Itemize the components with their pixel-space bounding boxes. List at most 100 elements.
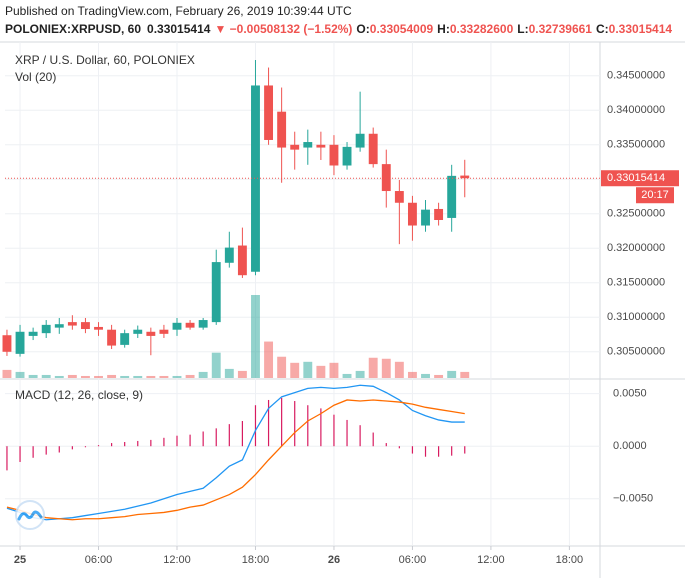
volume-bar [434,374,444,378]
x-tick-label: 25 [14,554,26,566]
volume-bar [54,375,64,378]
x-tick-label: 06:00 [399,554,427,566]
volume-bar [15,371,25,378]
volume-bar [41,374,51,378]
candle-body [355,133,365,148]
candle-body [211,262,221,323]
candle-body [368,133,378,165]
y-tick-label: −0.0050 [613,493,653,505]
signal-line [6,399,465,521]
volume-legend: Vol (20) [15,70,56,84]
volume-bar [303,361,313,378]
candle-body [303,142,313,148]
volume-bar [28,374,38,378]
candle-body [381,164,391,192]
volume-bar [94,375,103,378]
x-tick-label: 18:00 [242,554,270,566]
quote-field-label: H: [437,22,450,36]
candle-body [185,322,195,328]
candle-body [290,144,300,150]
volume-bar [80,375,90,378]
candle-body [28,331,38,336]
y-tick-label: 0.31500000 [607,277,665,289]
candle-body [41,324,51,334]
volume-bar [107,374,117,378]
quote-symbol: POLONIEX:XRPUSD, 60 [5,22,141,36]
x-tick-label: 12:00 [477,554,505,566]
volume-bar [381,358,391,378]
y-tick-label: 0.32500000 [607,208,665,220]
y-tick-label: 0.0000 [613,440,647,452]
y-tick-label: 0.30500000 [607,346,665,358]
volume-bar [251,295,260,378]
y-tick-label: 0.0050 [613,388,647,400]
volume-bar [421,373,430,378]
quote-field-value: 0.33282600 [450,22,514,36]
volume-bar [342,373,352,378]
candle-body [133,329,143,334]
candle-body [198,320,208,328]
volume-bar [329,362,339,378]
x-tick-label: 18:00 [556,554,584,566]
x-tick-label: 06:00 [85,554,113,566]
publish-note: Published on TradingView.com, February 2… [5,4,352,18]
volume-bar [172,375,182,378]
last-price-box [601,170,679,187]
watermark-logo [15,500,45,530]
macd-legend: MACD (12, 26, close, 9) [15,388,143,402]
volume-bar [355,370,365,378]
candle-body [120,333,130,345]
volume-bar [277,356,287,378]
y-tick-label: 0.33500000 [607,139,665,151]
candle-body [159,329,169,334]
candle-body [460,175,470,179]
candle-body [277,111,287,148]
quote-field-label: C: [596,22,609,36]
candle-body [329,144,339,166]
volume-bar [447,370,457,378]
candle-body [251,85,260,272]
candle-body [107,329,117,346]
candle-body [421,209,430,226]
quote-field-label: O: [356,22,369,36]
y-tick-label: 0.31000000 [607,311,665,323]
volume-bar [198,371,208,378]
quote-field-value: 0.33054009 [370,22,434,36]
candle-body [434,208,444,221]
quote-field-label: L: [517,22,528,36]
candle-body [394,191,404,203]
volume-bar [407,371,417,378]
candle-body [447,175,457,218]
candle-body [2,335,12,352]
volume-bar [316,365,326,378]
symbol-legend: XRP / U.S. Dollar, 60, POLONIEX [15,53,195,67]
candle-body [54,324,64,328]
volume-bar [237,370,247,378]
candle-body [342,146,352,166]
y-tick-label: 0.32000000 [607,242,665,254]
plot [2,59,600,521]
volume-bar [120,375,130,378]
candle-body [224,247,234,263]
quote-line: POLONIEX:XRPUSD, 60 0.33015414 ▼ −0.005081… [5,22,672,36]
labels: XRP / U.S. Dollar, 60, POLONIEX Vol (20)… [14,53,679,566]
quote-change: ▼ −0.00508132 (−1.52%) [214,22,352,36]
candle-body [407,202,417,226]
volume-bar [133,375,143,378]
volume-bar [368,357,378,378]
x-tick-label: 26 [328,554,340,566]
volume-bar [67,374,77,378]
candle-body [172,322,182,330]
x-tick-label: 12:00 [163,554,191,566]
volume-bar [394,361,404,378]
countdown-box [636,187,674,204]
quote-field-value: 0.32739661 [529,22,593,36]
volume-bar [460,371,470,378]
quote-last: 0.33015414 [147,22,211,36]
volume-bar [290,362,300,378]
volume-bar [2,369,12,378]
candle-body [316,144,326,148]
candle-body [237,245,247,276]
